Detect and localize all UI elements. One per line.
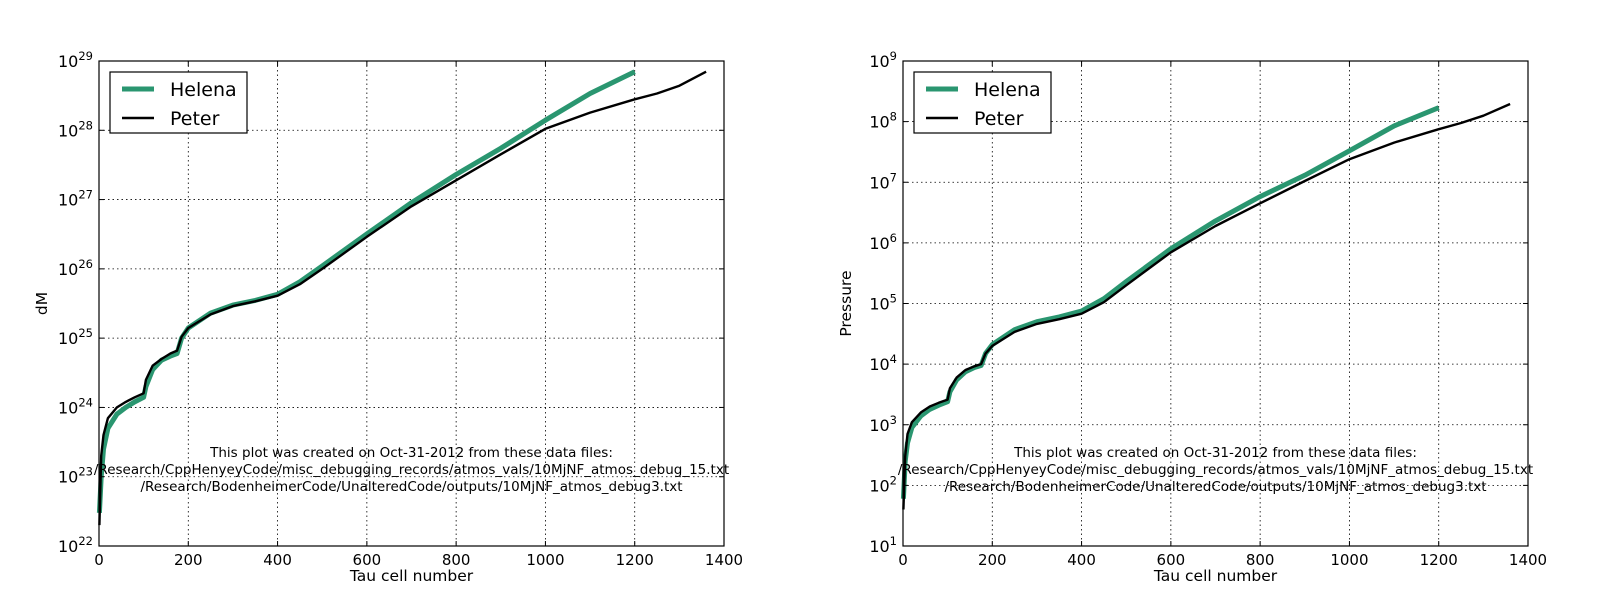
y-tick-label: 106 <box>869 231 897 253</box>
y-tick-label: 108 <box>869 110 897 132</box>
chart-panel-1: This plot was created on Oct-31-2012 fro… <box>33 49 743 585</box>
legend-label-peter: Peter <box>974 108 1024 130</box>
x-tick-label: 1200 <box>616 551 654 569</box>
y-tick-label: 107 <box>869 170 897 192</box>
y-tick-label: 102 <box>869 473 897 495</box>
y-tick-label: 104 <box>869 352 897 374</box>
x-tick-label: 1400 <box>1509 551 1547 569</box>
x-tick-label: 800 <box>1246 551 1275 569</box>
annotation-line: /Research/CppHenyeyCode/misc_debugging_r… <box>898 462 1533 478</box>
y-tick-label: 1029 <box>58 49 93 71</box>
x-tick-label: 1000 <box>1330 551 1368 569</box>
x-tick-label: 1400 <box>705 551 743 569</box>
legend-label-peter: Peter <box>170 108 220 130</box>
y-tick-label: 103 <box>869 413 897 435</box>
y-tick-label: 1023 <box>58 465 93 487</box>
series-line-peter <box>98 70 707 526</box>
y-tick-label: 1025 <box>58 326 93 348</box>
annotation-line: /Research/BodenheimerCode/UnalteredCode/… <box>140 479 682 495</box>
plot-frame <box>98 60 725 547</box>
legend: Helena Peter <box>109 71 248 134</box>
legend: Helena Peter <box>913 71 1052 134</box>
y-tick-label: 105 <box>869 292 897 314</box>
y-axis-label: Pressure <box>837 270 855 336</box>
y-tick-label: 1027 <box>58 188 93 210</box>
x-tick-label: 0 <box>94 551 104 569</box>
annotation-line: /Research/CppHenyeyCode/misc_debugging_r… <box>94 462 729 478</box>
y-tick-label: 1022 <box>58 534 93 556</box>
y-axis-label: dM <box>33 292 51 315</box>
x-tick-label: 400 <box>263 551 292 569</box>
x-tick-label: 200 <box>978 551 1007 569</box>
x-tick-label: 0 <box>898 551 908 569</box>
legend-box <box>913 71 1052 134</box>
x-tick-label: 800 <box>442 551 471 569</box>
y-tick-label: 109 <box>869 49 897 71</box>
annotation-line: This plot was created on Oct-31-2012 fro… <box>209 445 613 461</box>
legend-box <box>109 71 248 134</box>
annotation-line: This plot was created on Oct-31-2012 fro… <box>1013 445 1417 461</box>
x-axis-label: Tau cell number <box>1153 567 1278 585</box>
series-line-peter <box>902 102 1511 510</box>
x-axis-label: Tau cell number <box>349 567 474 585</box>
y-tick-label: 1028 <box>58 118 93 140</box>
chart-panel-2: This plot was created on Oct-31-2012 fro… <box>837 49 1547 585</box>
legend-label-helena: Helena <box>170 79 237 101</box>
y-tick-label: 1024 <box>58 395 93 417</box>
x-tick-label: 200 <box>174 551 203 569</box>
annotation-line: /Research/BodenheimerCode/UnalteredCode/… <box>944 479 1486 495</box>
x-tick-label: 600 <box>1157 551 1186 569</box>
x-tick-label: 1200 <box>1420 551 1458 569</box>
y-tick-label: 101 <box>869 534 897 556</box>
y-tick-label: 1026 <box>58 257 93 279</box>
x-tick-label: 600 <box>353 551 382 569</box>
x-tick-label: 1000 <box>526 551 564 569</box>
x-tick-label: 400 <box>1067 551 1096 569</box>
legend-label-helena: Helena <box>974 79 1041 101</box>
